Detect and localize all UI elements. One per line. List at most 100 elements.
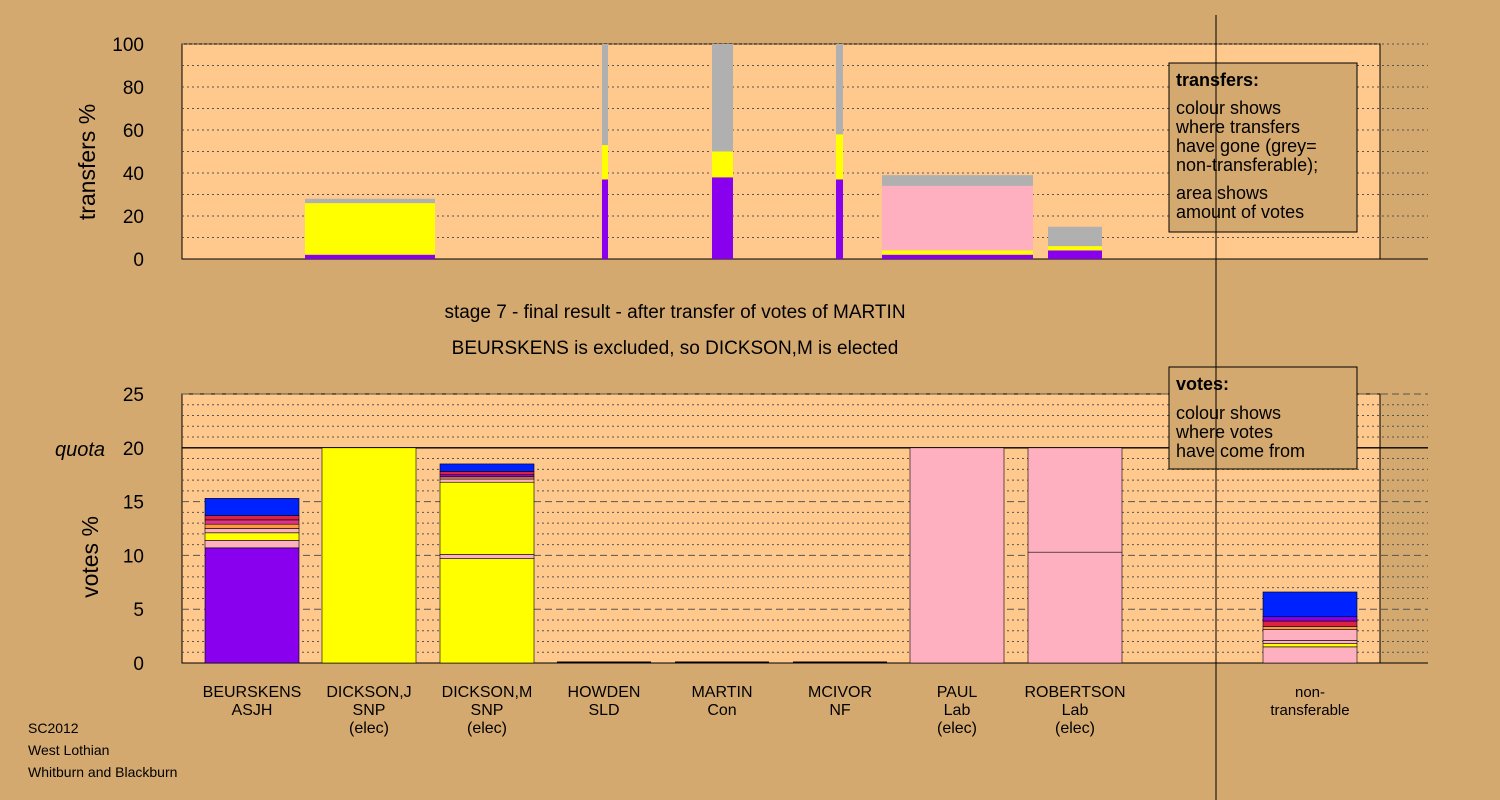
- transfers-bar-segment: [602, 179, 608, 259]
- transfers-y-tick-label: 60: [123, 121, 144, 142]
- candidate-label: (elec): [467, 720, 507, 737]
- candidate-label: Con: [707, 702, 736, 719]
- candidate-label: non-: [1295, 684, 1325, 701]
- candidate-label: SNP: [353, 702, 386, 719]
- votes-bar-segment: [321, 447, 417, 664]
- votes-bars: [204, 447, 1358, 664]
- transfers-bar-segment: [305, 198, 435, 204]
- transfers-y-tick-label: 80: [123, 78, 144, 99]
- votes-y-tick-label: 0: [133, 654, 144, 675]
- transfers-legend-line: amount of votes: [1176, 202, 1304, 222]
- votes-bar-segment: [204, 519, 300, 525]
- votes-bar-segment: [204, 540, 300, 549]
- votes-legend-line: have come from: [1176, 441, 1305, 461]
- transfers-bar-segment: [882, 185, 1033, 251]
- candidate-label: MARTIN: [691, 684, 752, 701]
- votes-y-ticks: 0 5 10 15 20 25: [123, 385, 144, 675]
- transfers-bar-segment: [1048, 250, 1102, 259]
- transfers-bar-segment: [836, 134, 843, 180]
- candidate-label: SLD: [588, 702, 619, 719]
- votes-legend-box: [1168, 366, 1358, 470]
- votes-bar-segment: [1262, 616, 1358, 622]
- candidate-label: BEURSKENS: [203, 684, 302, 701]
- votes-bar-segment: [1262, 591, 1358, 618]
- quota-label: quota: [55, 439, 105, 461]
- transfers-legend-line: where transfers: [1175, 117, 1300, 137]
- transfers-legend-box: [1168, 62, 1358, 233]
- votes-y-tick-label: 15: [123, 493, 144, 514]
- transfers-bar-segment: [305, 254, 435, 259]
- footer-ward: Whitburn and Blackburn: [28, 764, 177, 780]
- candidate-label: transferable: [1270, 702, 1349, 719]
- votes-bar-segment: [204, 515, 300, 521]
- votes-y-tick-label: 5: [133, 600, 144, 621]
- transfers-bar-segment: [712, 44, 733, 152]
- candidate-label: DICKSON,J: [326, 684, 411, 701]
- transfers-y-axis-label: transfers %: [74, 104, 100, 220]
- votes-bar-segment: [1262, 629, 1358, 641]
- transfers-y-tick-label: 20: [123, 207, 144, 228]
- transfers-bars: [305, 44, 1102, 259]
- transfers-bar-segment: [882, 175, 1033, 186]
- votes-bar-segment: [204, 532, 300, 541]
- candidate-label: SNP: [471, 702, 504, 719]
- votes-bar-segment: [439, 471, 535, 475]
- votes-bar-segment: [1262, 626, 1358, 630]
- transfers-bar-segment: [602, 145, 608, 180]
- votes-bar-segment: [439, 474, 535, 478]
- votes-bar-segment: [439, 476, 535, 480]
- transfers-bar-segment: [1048, 226, 1102, 247]
- transfers-bar-segment: [882, 254, 1033, 259]
- candidate-label: Lab: [944, 702, 971, 719]
- candidate-labels: BEURSKENSASJHDICKSON,JSNP(elec)DICKSON,M…: [203, 684, 1350, 737]
- votes-bar-segment: [439, 481, 535, 555]
- transfers-y-tick-label: 100: [112, 35, 144, 56]
- votes-y-tick-label: 25: [123, 385, 144, 406]
- transfers-bar-segment: [602, 44, 608, 146]
- transfers-legend-line: colour shows: [1176, 98, 1281, 118]
- candidate-label: (elec): [937, 720, 977, 737]
- candidate-label: (elec): [1055, 720, 1095, 737]
- votes-bar-segment: [1262, 646, 1358, 664]
- transfers-y-tick-label: 40: [123, 164, 144, 185]
- transfers-legend-title: transfers:: [1176, 70, 1259, 90]
- votes-bar-segment: [204, 547, 300, 664]
- votes-legend-title: votes:: [1176, 374, 1229, 394]
- votes-bar-segment: [1262, 643, 1358, 648]
- transfers-y-tick-label: 0: [133, 250, 144, 271]
- transfers-bar-segment: [836, 179, 843, 259]
- votes-bar-segment: [439, 478, 535, 483]
- candidate-label: DICKSON,M: [442, 684, 533, 701]
- candidate-label: PAUL: [937, 684, 978, 701]
- candidate-label: ASJH: [232, 702, 273, 719]
- votes-bar-segment: [439, 554, 535, 559]
- votes-bar-segment: [1262, 640, 1358, 644]
- transfers-legend-line: area shows: [1176, 183, 1268, 203]
- candidate-label: HOWDEN: [568, 684, 641, 701]
- transfers-bar-segment: [1048, 246, 1102, 251]
- votes-bar-segment: [439, 463, 535, 472]
- votes-y-axis-label: votes %: [77, 516, 103, 598]
- footer-council: West Lothian: [28, 742, 109, 758]
- transfers-bar-segment: [712, 177, 733, 259]
- votes-bar-segment: [204, 528, 300, 534]
- votes-bar-segment: [1262, 620, 1358, 627]
- votes-y-tick-label: 10: [123, 546, 144, 567]
- candidate-label: Lab: [1062, 702, 1089, 719]
- candidate-label: NF: [829, 702, 851, 719]
- transfers-bar-segment: [712, 151, 733, 178]
- votes-legend: votes: colour shows where votes have com…: [1168, 366, 1358, 470]
- candidate-label: MCIVOR: [808, 684, 872, 701]
- votes-bar-segment: [909, 447, 1005, 664]
- transfers-legend-line: non-transferable);: [1176, 155, 1318, 175]
- votes-bar-segment: [1027, 551, 1123, 664]
- transfers-bar-segment: [836, 44, 843, 135]
- votes-bar-segment: [204, 498, 300, 516]
- footer-election: SC2012: [28, 720, 79, 736]
- stage-headline: stage 7 - final result - after transfer …: [444, 302, 905, 323]
- votes-bar-segment: [204, 523, 300, 529]
- candidate-label: (elec): [349, 720, 389, 737]
- votes-legend-line: colour shows: [1176, 403, 1281, 423]
